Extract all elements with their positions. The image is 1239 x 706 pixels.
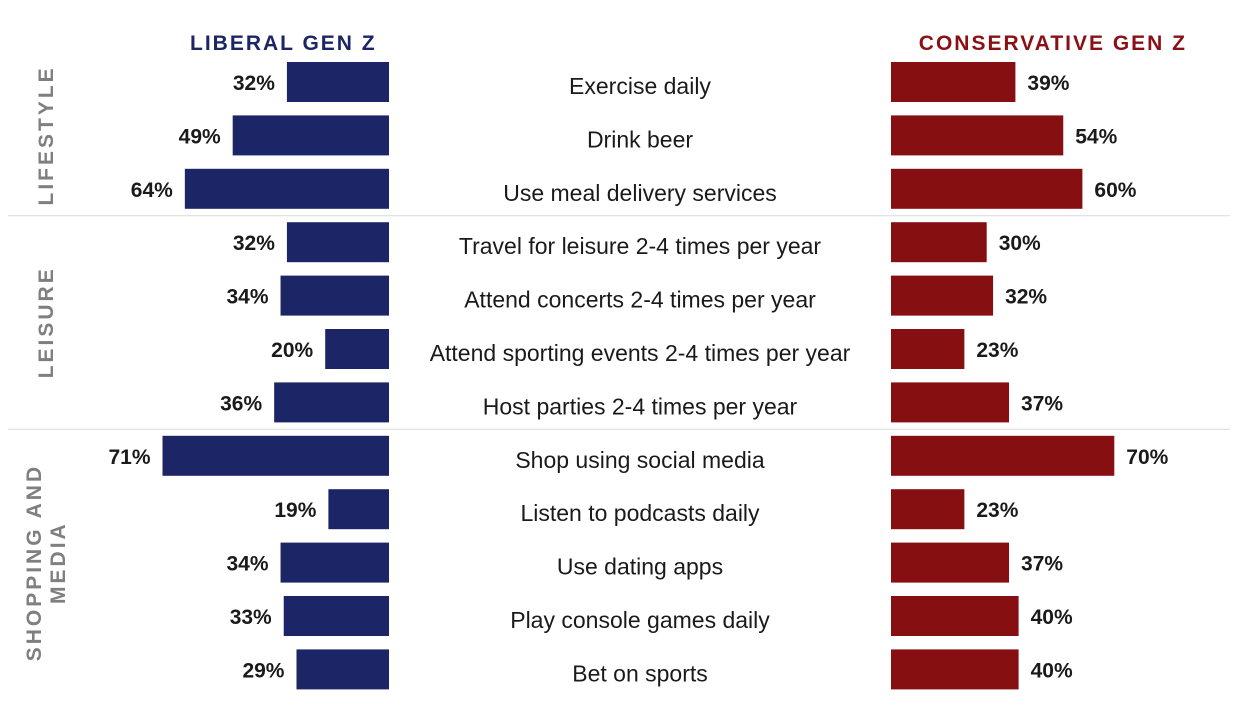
conservative-value-label: 23% — [976, 339, 1018, 362]
legend-conservative: CONSERVATIVE GEN Z — [918, 32, 1187, 55]
group-label: LIFESTYLE — [35, 65, 58, 205]
liberal-bar — [286, 222, 389, 263]
liberal-bar — [232, 115, 389, 156]
conservative-value-label: 70% — [1126, 446, 1168, 469]
liberal-bar — [280, 542, 389, 583]
conservative-value-label: 37% — [1021, 553, 1063, 576]
conservative-value-label: 37% — [1021, 392, 1063, 415]
conservative-bar — [891, 62, 1016, 102]
conservative-bar — [891, 115, 1064, 156]
liberal-bar — [325, 329, 389, 369]
liberal-value-label: 29% — [242, 659, 284, 682]
conservative-bar — [891, 168, 1083, 209]
liberal-bar — [283, 596, 389, 636]
conservative-value-label: 60% — [1094, 179, 1136, 202]
group-label: MEDIA — [47, 521, 70, 604]
conservative-bar — [891, 649, 1019, 690]
conservative-value-label: 39% — [1027, 72, 1069, 95]
category-label: Exercise daily — [569, 73, 711, 99]
liberal-value-label: 49% — [179, 125, 221, 148]
conservative-bar — [891, 489, 965, 530]
liberal-bar — [274, 382, 389, 423]
conservative-value-label: 40% — [1031, 659, 1073, 682]
liberal-value-label: 64% — [131, 179, 173, 202]
conservative-value-label: 32% — [1005, 286, 1047, 309]
category-label: Drink beer — [587, 126, 693, 152]
category-label: Play console games daily — [510, 607, 770, 633]
conservative-bar — [891, 275, 994, 316]
conservative-value-label: 54% — [1075, 125, 1117, 148]
category-label: Listen to podcasts daily — [520, 500, 760, 526]
conservative-value-label: 40% — [1031, 606, 1073, 629]
liberal-value-label: 34% — [227, 286, 269, 309]
conservative-bar — [891, 382, 1010, 423]
conservative-bar — [891, 329, 965, 369]
category-label: Bet on sports — [572, 660, 708, 686]
liberal-value-label: 71% — [108, 446, 150, 469]
conservative-value-label: 23% — [976, 499, 1018, 522]
legend-liberal: LIBERAL GEN Z — [190, 32, 377, 55]
liberal-value-label: 32% — [233, 232, 275, 255]
liberal-value-label: 33% — [230, 606, 272, 629]
liberal-value-label: 36% — [220, 392, 262, 415]
liberal-bar — [162, 435, 389, 476]
category-label: Attend concerts 2-4 times per year — [464, 287, 816, 313]
liberal-bar — [280, 275, 389, 316]
conservative-bar — [891, 596, 1019, 636]
liberal-value-label: 32% — [233, 72, 275, 95]
liberal-value-label: 34% — [227, 553, 269, 576]
conservative-bar — [891, 542, 1010, 583]
conservative-bar — [891, 435, 1115, 476]
category-label: Travel for leisure 2-4 times per year — [459, 233, 822, 259]
liberal-bar — [328, 489, 389, 530]
category-label: Use dating apps — [557, 554, 723, 580]
liberal-bar — [184, 168, 389, 209]
conservative-bar — [891, 222, 987, 263]
category-label: Attend sporting events 2-4 times per yea… — [430, 340, 851, 366]
group-label: LEISURE — [35, 266, 58, 378]
liberal-value-label: 19% — [274, 499, 316, 522]
conservative-value-label: 30% — [999, 232, 1041, 255]
category-label: Shop using social media — [515, 447, 765, 473]
liberal-value-label: 20% — [271, 339, 313, 362]
category-label: Use meal delivery services — [503, 180, 777, 206]
liberal-bar — [296, 649, 389, 690]
group-label: SHOPPING AND — [23, 464, 46, 661]
category-label: Host parties 2-4 times per year — [483, 393, 798, 419]
liberal-bar — [286, 62, 389, 102]
